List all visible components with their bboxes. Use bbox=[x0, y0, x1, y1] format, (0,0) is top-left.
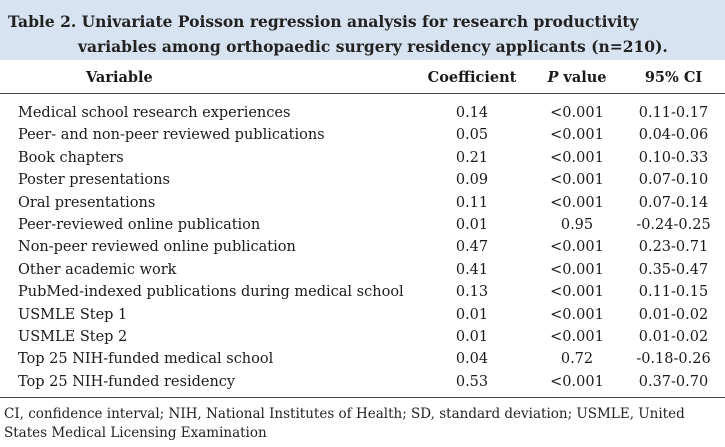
cell-variable: Non-peer reviewed online publication bbox=[18, 239, 296, 256]
cell-p-value: <0.001 bbox=[532, 370, 622, 399]
cell-ci: 0.11-0.17 bbox=[638, 105, 709, 121]
cell-variable: USMLE Step 2 bbox=[18, 329, 128, 346]
cell-p-value: <0.001 bbox=[550, 127, 604, 144]
table-row: Oral presentations 0.11 <0.001 0.07-0.14 bbox=[0, 192, 725, 214]
table-body: Medical school research experiences 0.14 <… bbox=[0, 94, 725, 399]
cell-variable: Poster presentations bbox=[18, 172, 170, 189]
cell-p-value: <0.001 bbox=[550, 194, 604, 211]
header-p-rest: value bbox=[558, 69, 607, 86]
cell-ci: 0.10-0.33 bbox=[638, 149, 709, 166]
table-header: Variable Coefficient P value 95% CI bbox=[0, 62, 725, 94]
cell-coefficient: 0.09 bbox=[455, 172, 489, 189]
cell-ci: 0.11-0.15 bbox=[638, 284, 709, 301]
table-row: Top 25 NIH-funded residency 0.53 <0.001 0.3… bbox=[0, 370, 725, 399]
caption-line-1: Table 2. Univariate Poisson regression a… bbox=[8, 12, 639, 31]
cell-variable: Peer- and non-peer reviewed publications bbox=[18, 127, 325, 144]
cell-variable: Top 25 NIH-funded residency bbox=[0, 370, 412, 399]
header-variable: Variable bbox=[0, 62, 412, 94]
regression-table: Variable Coefficient P value 95% CI Medi… bbox=[0, 62, 725, 399]
cell-p-value: <0.001 bbox=[550, 306, 604, 323]
table-row: PubMed-indexed publications during medic… bbox=[0, 281, 725, 303]
cell-ci: 0.04-0.06 bbox=[638, 127, 709, 144]
cell-coefficient: 0.13 bbox=[455, 284, 489, 301]
cell-variable: PubMed-indexed publications during medic… bbox=[18, 284, 404, 301]
cell-p-value: <0.001 bbox=[550, 239, 604, 256]
cell-coefficient: 0.05 bbox=[455, 127, 489, 144]
table-row: Poster presentations 0.09 <0.001 0.07-0.10 bbox=[0, 169, 725, 191]
table-footnote: CI, confidence interval; NIH, National I… bbox=[4, 406, 685, 441]
cell-variable: Medical school research experiences bbox=[18, 105, 291, 121]
cell-ci: 0.23-0.71 bbox=[638, 239, 709, 256]
cell-p-value: <0.001 bbox=[550, 149, 604, 166]
table-row: Non-peer reviewed online publication 0.47… bbox=[0, 236, 725, 258]
table-row: Book chapters 0.21 <0.001 0.10-0.33 bbox=[0, 147, 725, 169]
cell-coefficient: 0.41 bbox=[455, 261, 489, 278]
cell-coefficient: 0.14 bbox=[455, 105, 489, 121]
cell-ci: 0.07-0.10 bbox=[638, 172, 709, 189]
cell-coefficient: 0.11 bbox=[455, 194, 489, 211]
cell-ci: 0.37-0.70 bbox=[622, 370, 725, 399]
table-row: Medical school research experiences 0.14 <… bbox=[0, 94, 725, 125]
header-p-value: P value bbox=[532, 62, 622, 94]
table-row: Other academic work 0.41 <0.001 0.35-0.47 bbox=[0, 259, 725, 281]
cell-p-value: <0.001 bbox=[550, 105, 604, 121]
cell-ci: -0.18-0.26 bbox=[636, 351, 711, 368]
table-row: Peer-reviewed online publication 0.01 0.95… bbox=[0, 214, 725, 236]
header-coefficient: Coefficient bbox=[412, 62, 532, 94]
cell-ci: -0.24-0.25 bbox=[636, 217, 711, 234]
table-row: USMLE Step 1 0.01 <0.001 0.01-0.02 bbox=[0, 304, 725, 326]
table-row: Peer- and non-peer reviewed publications… bbox=[0, 124, 725, 146]
cell-coefficient: 0.53 bbox=[412, 370, 532, 399]
regression-table-container: Variable Coefficient P value 95% CI Medi… bbox=[0, 62, 725, 399]
cell-coefficient: 0.01 bbox=[455, 217, 489, 234]
cell-p-value: <0.001 bbox=[550, 172, 604, 189]
cell-ci: 0.07-0.14 bbox=[638, 194, 709, 211]
cell-p-value: <0.001 bbox=[550, 329, 604, 346]
cell-coefficient: 0.47 bbox=[455, 239, 489, 256]
cell-variable: Peer-reviewed online publication bbox=[18, 217, 261, 234]
cell-p-value: 0.95 bbox=[560, 217, 594, 234]
header-ci: 95% CI bbox=[622, 62, 725, 94]
header-row: Variable Coefficient P value 95% CI bbox=[0, 62, 725, 94]
cell-coefficient: 0.01 bbox=[455, 329, 489, 346]
table-caption: Table 2. Univariate Poisson regression a… bbox=[0, 0, 725, 60]
caption-line-2: variables among orthopaedic surgery resi… bbox=[78, 37, 668, 56]
cell-ci: 0.01-0.02 bbox=[638, 306, 709, 323]
cell-coefficient: 0.04 bbox=[455, 351, 489, 368]
cell-variable: Top 25 NIH-funded medical school bbox=[18, 351, 274, 368]
cell-p-value: 0.72 bbox=[560, 351, 594, 368]
cell-variable: Other academic work bbox=[18, 261, 177, 278]
table-row: Top 25 NIH-funded medical school 0.04 0.72… bbox=[0, 348, 725, 370]
cell-p-value: <0.001 bbox=[550, 284, 604, 301]
cell-variable: Oral presentations bbox=[18, 194, 156, 211]
cell-variable: Book chapters bbox=[18, 149, 124, 166]
cell-p-value: <0.001 bbox=[550, 261, 604, 278]
header-p-italic: P bbox=[547, 69, 559, 86]
cell-ci: 0.01-0.02 bbox=[638, 329, 709, 346]
cell-variable: USMLE Step 1 bbox=[18, 306, 128, 323]
cell-coefficient: 0.21 bbox=[455, 149, 489, 166]
cell-coefficient: 0.01 bbox=[455, 306, 489, 323]
table-row: USMLE Step 2 0.01 <0.001 0.01-0.02 bbox=[0, 326, 725, 348]
cell-ci: 0.35-0.47 bbox=[638, 261, 709, 278]
